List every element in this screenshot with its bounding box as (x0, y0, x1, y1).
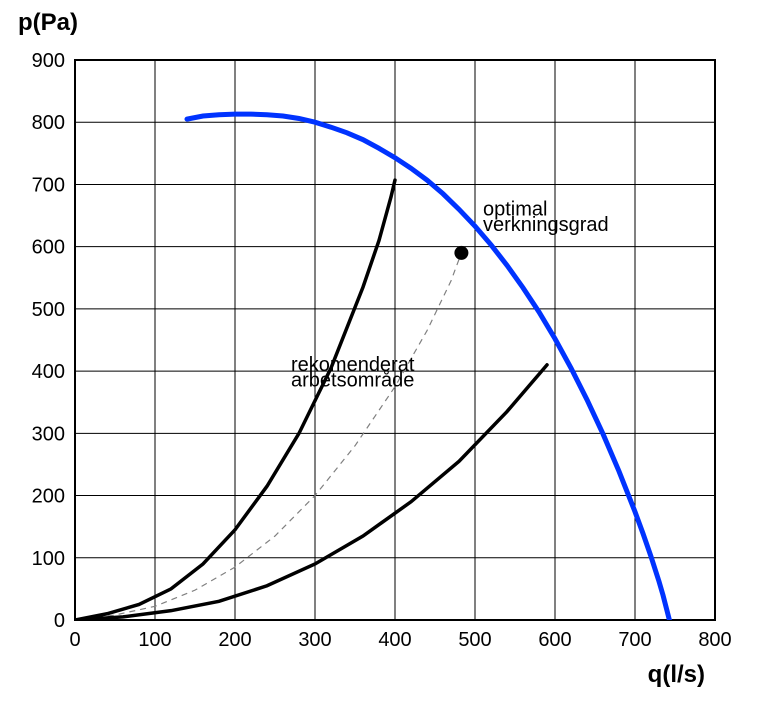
x-tick-label: 800 (698, 629, 731, 651)
x-axis-title: q(l/s) (648, 661, 705, 688)
x-tick-label: 300 (298, 629, 331, 651)
x-tick-label: 0 (69, 629, 80, 651)
annotation-optimal-line2: verkningsgrad (483, 214, 609, 236)
x-tick-label: 400 (378, 629, 411, 651)
y-tick-label: 200 (32, 486, 65, 508)
y-tick-label: 400 (32, 361, 65, 383)
x-tick-label: 500 (458, 629, 491, 651)
y-axis-title: p(Pa) (18, 9, 78, 36)
y-tick-label: 0 (54, 610, 65, 632)
y-tick-label: 300 (32, 423, 65, 445)
y-tick-label: 800 (32, 112, 65, 134)
y-tick-label: 900 (32, 50, 65, 72)
fan-curve-chart: 0 100 200 300 400 500 600 700 800 0 100 200 300 400 50… (0, 0, 768, 708)
annotation-area-line2: arbetsområde (291, 370, 414, 392)
x-tick-label: 200 (218, 629, 251, 651)
chart-svg: 0 100 200 300 400 500 600 700 800 0 100 200 300 400 50… (0, 0, 768, 708)
y-tick-label: 500 (32, 299, 65, 321)
y-tick-label: 600 (32, 237, 65, 259)
x-tick-label: 100 (138, 629, 171, 651)
y-tick-label: 700 (32, 174, 65, 196)
y-tick-label: 100 (32, 548, 65, 570)
optimal-point-marker (454, 246, 468, 260)
x-tick-label: 700 (618, 629, 651, 651)
x-tick-label: 600 (538, 629, 571, 651)
